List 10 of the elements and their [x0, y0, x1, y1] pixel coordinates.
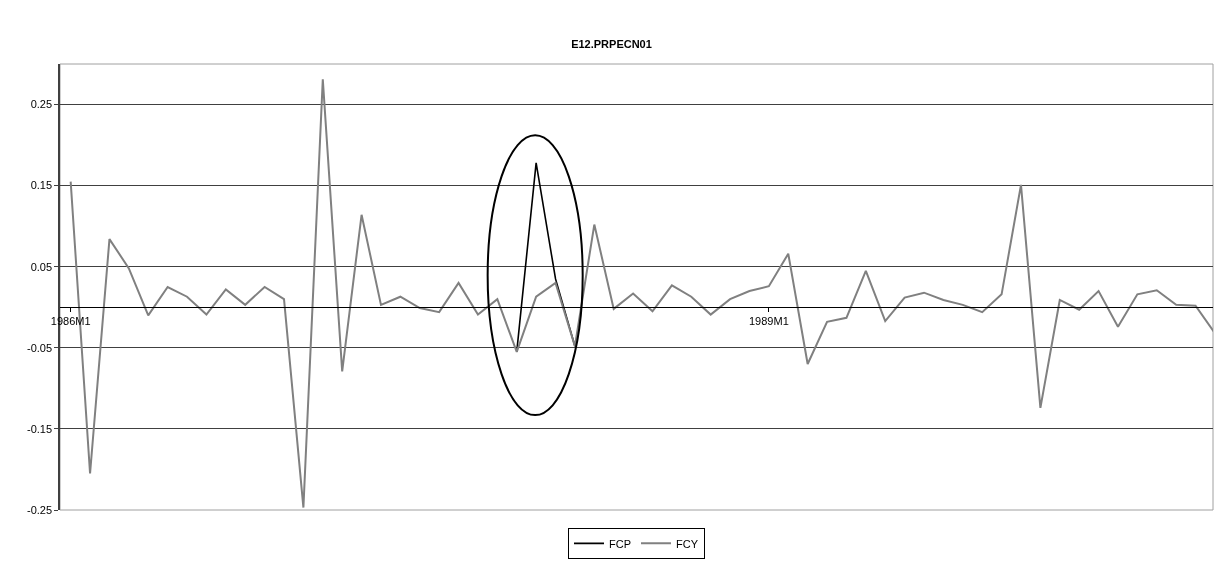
y-tick-label: 0.15 [30, 179, 53, 192]
y-tick-label: 0.05 [30, 260, 53, 273]
y-tick-label: -0.05 [26, 341, 53, 354]
x-tick-label: 1989M1 [748, 315, 789, 328]
y-tick-label: 0.25 [30, 98, 53, 111]
y-tick-label: -0.25 [26, 503, 53, 516]
legend-label: FCY [676, 537, 699, 550]
chart-title: E12.PRPECN01 [571, 37, 652, 50]
y-tick-label: -0.15 [26, 422, 53, 435]
legend-label: FCP [609, 537, 631, 550]
